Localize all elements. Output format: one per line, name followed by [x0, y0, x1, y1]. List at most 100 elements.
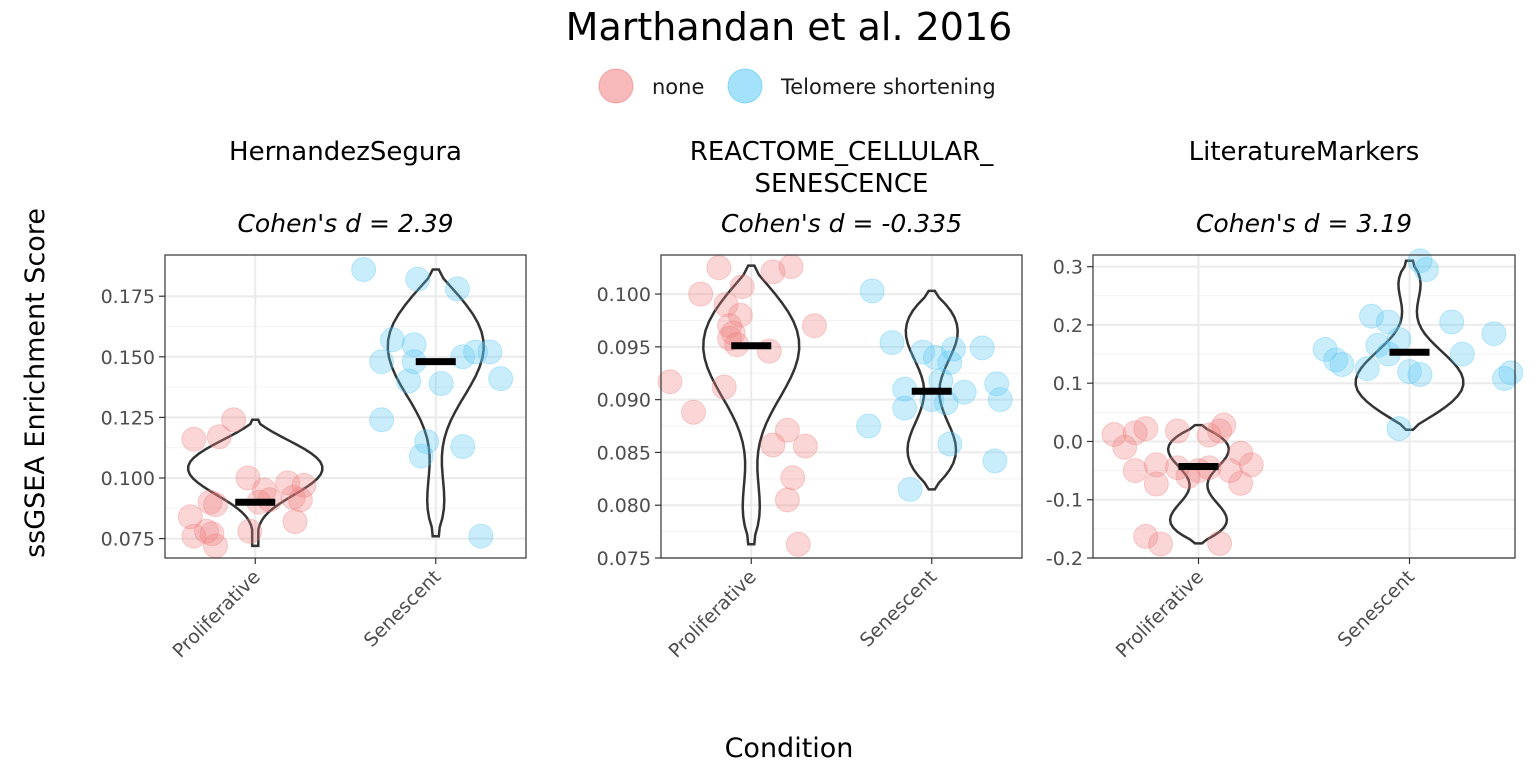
data-point-proliferative [1101, 422, 1127, 447]
facet-strip-label: REACTOME_CELLULAR_ [690, 137, 994, 167]
data-point-senescent [1449, 341, 1475, 367]
data-point-senescent [937, 431, 963, 457]
data-point-proliferative [282, 509, 308, 535]
panel-frame [1092, 254, 1516, 559]
data-point-senescent [1359, 303, 1384, 329]
data-point-senescent [401, 332, 427, 358]
data-point-proliferative [197, 489, 223, 515]
data-point-proliferative [291, 472, 317, 498]
data-point-senescent [428, 371, 454, 396]
data-point-senescent [892, 395, 918, 421]
data-point-senescent [408, 443, 434, 469]
facet-strip-label: HernandezSegura [229, 137, 462, 167]
data-point-proliferative [1143, 471, 1169, 497]
data-point-senescent [477, 339, 503, 365]
data-point-senescent [910, 339, 936, 365]
legend-swatch-telomere-shortening [727, 68, 763, 104]
data-point-proliferative [760, 259, 786, 285]
panel-frame [164, 254, 527, 559]
x-tick-label: Proliferative [1112, 566, 1208, 662]
data-point-senescent [1407, 362, 1433, 387]
data-point-proliferative [681, 399, 706, 425]
legend-label-none: none [652, 75, 704, 99]
data-point-proliferative [194, 518, 219, 544]
data-point-proliferative [1164, 418, 1190, 444]
data-point-proliferative [221, 407, 247, 433]
violin-proliferative [1166, 423, 1231, 545]
data-point-senescent [1312, 336, 1338, 362]
data-point-senescent [468, 523, 494, 549]
data-point-proliferative [711, 374, 737, 400]
data-point-senescent [405, 266, 431, 292]
x-axis-title: Condition [725, 733, 854, 764]
data-point-senescent [922, 344, 948, 370]
facet-strip-label: LiteratureMarkers [1189, 137, 1420, 167]
data-point-proliferative [1211, 412, 1237, 438]
data-point-proliferative [1207, 530, 1233, 556]
facet-2: LiteratureMarkers Cohen's d = 3.19 -0.2 -0.… [1046, 137, 1524, 662]
x-tick-label: Senescent [1333, 566, 1419, 652]
data-point-proliferative [785, 531, 811, 557]
data-point-senescent [1323, 347, 1349, 373]
y-tick-label: -0.1 [1046, 490, 1083, 512]
data-point-senescent [937, 350, 963, 376]
data-point-proliferative [203, 492, 228, 518]
y-tick-label: 0.090 [597, 390, 651, 412]
data-point-senescent [1375, 309, 1401, 335]
data-point-proliferative [287, 487, 313, 513]
data-point-proliferative [713, 292, 739, 318]
data-point-proliferative [1207, 418, 1233, 444]
data-point-proliferative [760, 432, 786, 458]
data-point-senescent [940, 336, 966, 362]
y-tick-label: 0.100 [597, 284, 651, 306]
data-point-senescent [488, 366, 514, 392]
data-point-proliferative [727, 302, 753, 328]
data-point-proliferative [717, 313, 743, 339]
data-point-senescent [1481, 321, 1507, 347]
data-point-senescent [859, 278, 885, 304]
data-point-proliferative [280, 484, 306, 510]
y-tick-label: 0.075 [597, 548, 651, 570]
data-point-senescent [984, 371, 1010, 397]
data-point-senescent [1386, 416, 1412, 442]
y-tick-label: 0.085 [597, 442, 651, 464]
x-tick-label: Senescent [360, 566, 446, 652]
y-axis-title: ssGSEA Enrichment Score [20, 208, 51, 558]
data-point-senescent [379, 327, 405, 353]
data-point-senescent [879, 330, 905, 356]
data-point-senescent [444, 276, 470, 302]
y-tick-label: 0.095 [597, 337, 651, 359]
data-point-proliferative [688, 281, 714, 307]
data-point-proliferative [792, 433, 818, 459]
facet-strip-label: SENESCENCE [755, 169, 929, 199]
violin-senescent [1354, 259, 1465, 432]
data-point-proliferative [1133, 416, 1159, 442]
y-tick-label: 0.175 [101, 286, 155, 308]
data-point-proliferative [774, 417, 800, 443]
y-tick-label: 0.2 [1053, 315, 1083, 337]
y-tick-label: 0.080 [597, 495, 651, 517]
y-tick-label: 0.100 [101, 468, 155, 490]
x-tick-label: Proliferative [664, 566, 760, 662]
x-tick-label: Senescent [856, 566, 942, 652]
data-point-senescent [951, 379, 977, 405]
data-point-proliferative [801, 313, 827, 339]
y-tick-label: -0.2 [1046, 548, 1083, 570]
data-point-proliferative [1133, 523, 1159, 549]
data-point-senescent [369, 349, 395, 375]
violin-proliferative [702, 264, 801, 546]
violin-proliferative [186, 418, 324, 548]
data-point-proliferative [1122, 458, 1148, 484]
data-point-proliferative [774, 487, 800, 513]
data-point-proliferative [1217, 458, 1243, 484]
data-point-senescent [987, 387, 1013, 413]
data-point-senescent [1329, 352, 1355, 377]
data-point-proliferative [780, 465, 806, 491]
data-point-proliferative [206, 424, 232, 450]
y-tick-label: 0.0 [1053, 431, 1083, 453]
data-point-proliferative [181, 426, 207, 452]
data-point-proliferative [778, 254, 804, 280]
data-point-senescent [1354, 356, 1380, 382]
